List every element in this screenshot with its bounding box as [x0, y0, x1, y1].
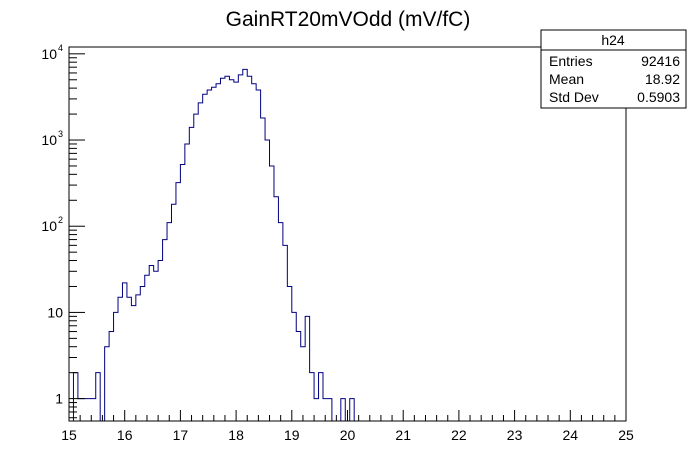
x-tick-label: 19 — [284, 427, 300, 443]
histogram-bin — [73, 373, 77, 421]
stats-box-name: h24 — [601, 32, 625, 48]
histogram-bin — [274, 197, 278, 421]
histogram-bin — [301, 347, 305, 421]
histogram-bin — [127, 297, 131, 421]
histogram-outline — [69, 68, 626, 422]
x-tick-label: 22 — [451, 427, 467, 443]
histogram-bin — [247, 76, 251, 421]
histogram-bin — [319, 373, 323, 421]
histogram-bin — [252, 84, 256, 421]
histogram-bin — [158, 261, 162, 421]
y-tick-base: 10 — [47, 304, 63, 320]
histogram-bin — [327, 399, 331, 421]
histogram-bin — [171, 204, 175, 421]
histogram-bin — [265, 140, 269, 421]
histogram-bin — [96, 373, 100, 421]
histogram-bin — [167, 223, 171, 421]
stats-box-frame — [540, 29, 687, 109]
histogram-bin — [305, 316, 309, 421]
histogram-bin — [212, 87, 216, 421]
histogram-bin — [234, 82, 238, 421]
y-tick-base: 1 — [55, 391, 63, 407]
x-tick-label: 25 — [618, 427, 634, 443]
y-tick-label: 10 — [47, 304, 63, 320]
histogram-bin — [270, 166, 274, 421]
y-tick-label: 10 3 — [41, 129, 63, 148]
histogram-bin — [314, 399, 318, 421]
y-tick-exponent: 2 — [58, 215, 63, 225]
y-tick-exponent: 4 — [58, 43, 63, 53]
x-tick-label: 24 — [563, 427, 579, 443]
x-tick-label: 17 — [173, 427, 189, 443]
histogram-bin — [163, 240, 167, 421]
histogram-bin — [203, 94, 207, 421]
histogram-bin — [256, 90, 260, 421]
stats-mean-label: Mean — [549, 71, 584, 87]
histogram-bin — [109, 332, 113, 421]
y-tick-base: 10 — [41, 218, 57, 234]
y-tick-exponent: 3 — [58, 129, 63, 139]
x-axis: 15 16 17 18 19 20 21 22 23 24 25 — [61, 410, 634, 443]
x-tick-label: 23 — [507, 427, 523, 443]
histogram-bin — [180, 165, 184, 421]
x-tick-label: 20 — [340, 427, 356, 443]
stats-entries-label: Entries — [549, 53, 593, 69]
histogram-bin — [207, 90, 211, 421]
stats-mean-value: 18.92 — [645, 71, 680, 87]
histogram-bin — [87, 399, 91, 421]
stats-entries-value: 92416 — [641, 53, 680, 69]
histogram-bin — [283, 245, 287, 421]
histogram-bin — [243, 69, 247, 421]
stats-stddev-label: Std Dev — [549, 89, 599, 105]
histogram-bin — [136, 295, 140, 421]
histogram-bin — [154, 271, 158, 421]
histogram-bin — [176, 183, 180, 421]
x-tick-label: 16 — [117, 427, 133, 443]
histogram-bin — [225, 76, 229, 421]
chart-title: GainRT20mVOdd (mV/fC) — [226, 8, 471, 31]
y-tick-base: 10 — [41, 46, 57, 62]
histogram-bin — [122, 283, 126, 421]
histogram-bin — [296, 332, 300, 421]
histogram-series — [69, 68, 626, 422]
histogram-bin — [238, 75, 242, 421]
histogram-bin — [114, 312, 118, 421]
stats-stddev-value: 0.5903 — [637, 89, 680, 105]
y-tick-label: 1 — [55, 391, 63, 407]
histogram-bin — [131, 306, 135, 421]
y-tick-label: 10 2 — [41, 215, 63, 234]
histogram-bin — [82, 399, 86, 421]
histogram-bin — [194, 114, 198, 421]
histogram-bin — [189, 127, 193, 421]
histogram-bin — [91, 399, 95, 421]
histogram-bin — [278, 223, 282, 421]
histogram-bin — [350, 399, 354, 421]
histogram-bin — [145, 275, 149, 421]
histogram-bin — [105, 347, 109, 421]
y-tick-base: 10 — [41, 132, 57, 148]
histogram-bin — [229, 80, 233, 421]
histogram-bin — [185, 144, 189, 421]
x-tick-label: 15 — [61, 427, 77, 443]
histogram-bin — [261, 118, 265, 421]
histogram-bin — [292, 312, 296, 421]
histogram-bin — [221, 78, 225, 421]
histogram-bin — [287, 286, 291, 421]
histogram-bin — [341, 399, 345, 421]
histogram-bin — [149, 266, 153, 421]
x-tick-label: 18 — [228, 427, 244, 443]
histogram-bin — [198, 103, 202, 421]
histogram-bin — [216, 84, 220, 421]
y-tick-label: 10 4 — [41, 43, 63, 62]
histogram-bin — [310, 373, 314, 421]
stats-box: h24 Entries 92416 Mean 18.92 Std Dev 0.5… — [540, 29, 687, 109]
histogram-bin — [118, 297, 122, 421]
histogram-bin — [140, 286, 144, 421]
x-tick-label: 21 — [395, 427, 411, 443]
